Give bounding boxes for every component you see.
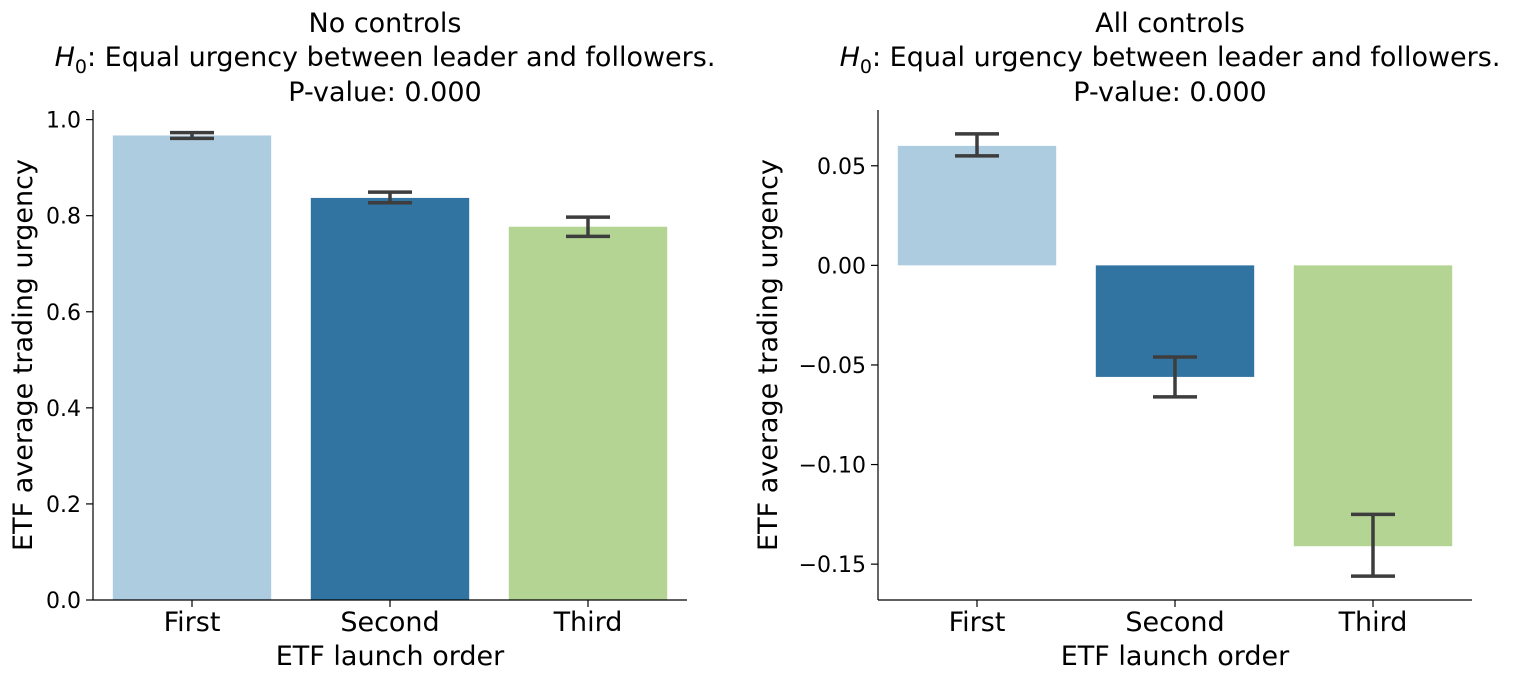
y-tick-label: 0.6 [46, 301, 81, 326]
x-axis-label: ETF launch order [1061, 641, 1290, 672]
y-tick-label: 0.05 [817, 155, 866, 180]
y-axis-label: ETF average trading urgency [8, 159, 39, 551]
error-bar-second [1153, 355, 1197, 399]
y-tick-label: −0.10 [799, 454, 866, 479]
chart-title-line-3: P-value: 0.000 [288, 77, 481, 108]
chart-title-line-2: H0: Equal urgency between leader and fol… [55, 42, 716, 78]
error-bar-second [368, 190, 412, 205]
y-tick-label: 0.8 [46, 205, 81, 230]
error-bar-third [566, 215, 610, 239]
x-tick-label: First [949, 607, 1006, 638]
x-tick-label: Second [1125, 607, 1224, 638]
bar-third [1293, 265, 1453, 547]
y-tick-label: 1.0 [46, 109, 81, 134]
y-tick-label: 0.0 [46, 589, 81, 614]
x-tick-label: Second [340, 607, 439, 638]
y-tick-label: −0.05 [799, 354, 866, 379]
x-tick-label: First [164, 607, 221, 638]
chart-title-line-2: H0: Equal urgency between leader and fol… [840, 42, 1501, 78]
error-bar-third [1351, 512, 1395, 578]
y-axis-label: ETF average trading urgency [753, 159, 784, 551]
chart-title-line-1: All controls [1095, 8, 1245, 39]
bar-second [310, 197, 470, 601]
y-tick-label: −0.15 [799, 553, 866, 578]
y-tick-label: 0.4 [46, 397, 81, 422]
y-tick-label: 0.2 [46, 493, 81, 518]
bar-first [897, 145, 1057, 266]
chart-title-line-1: No controls [309, 8, 462, 39]
bar-first [112, 135, 272, 600]
x-axis-label: ETF launch order [276, 641, 505, 672]
x-tick-label: Third [553, 607, 623, 638]
bar-third [508, 226, 668, 600]
error-bar-first [170, 130, 214, 141]
x-tick-label: Third [1338, 607, 1408, 638]
chart-title-line-3: P-value: 0.000 [1073, 77, 1266, 108]
error-bar-first [955, 132, 999, 158]
chart-panel-all-controls: −0.15 −0.10 −0.05 0.00 0.05 First Second Third E… [753, 8, 1500, 672]
y-tick-label: 0.00 [817, 254, 866, 279]
chart-panel-no-controls: 0.0 0.2 0.4 0.6 0.8 1.0 First Second Third ETF la… [8, 8, 715, 672]
